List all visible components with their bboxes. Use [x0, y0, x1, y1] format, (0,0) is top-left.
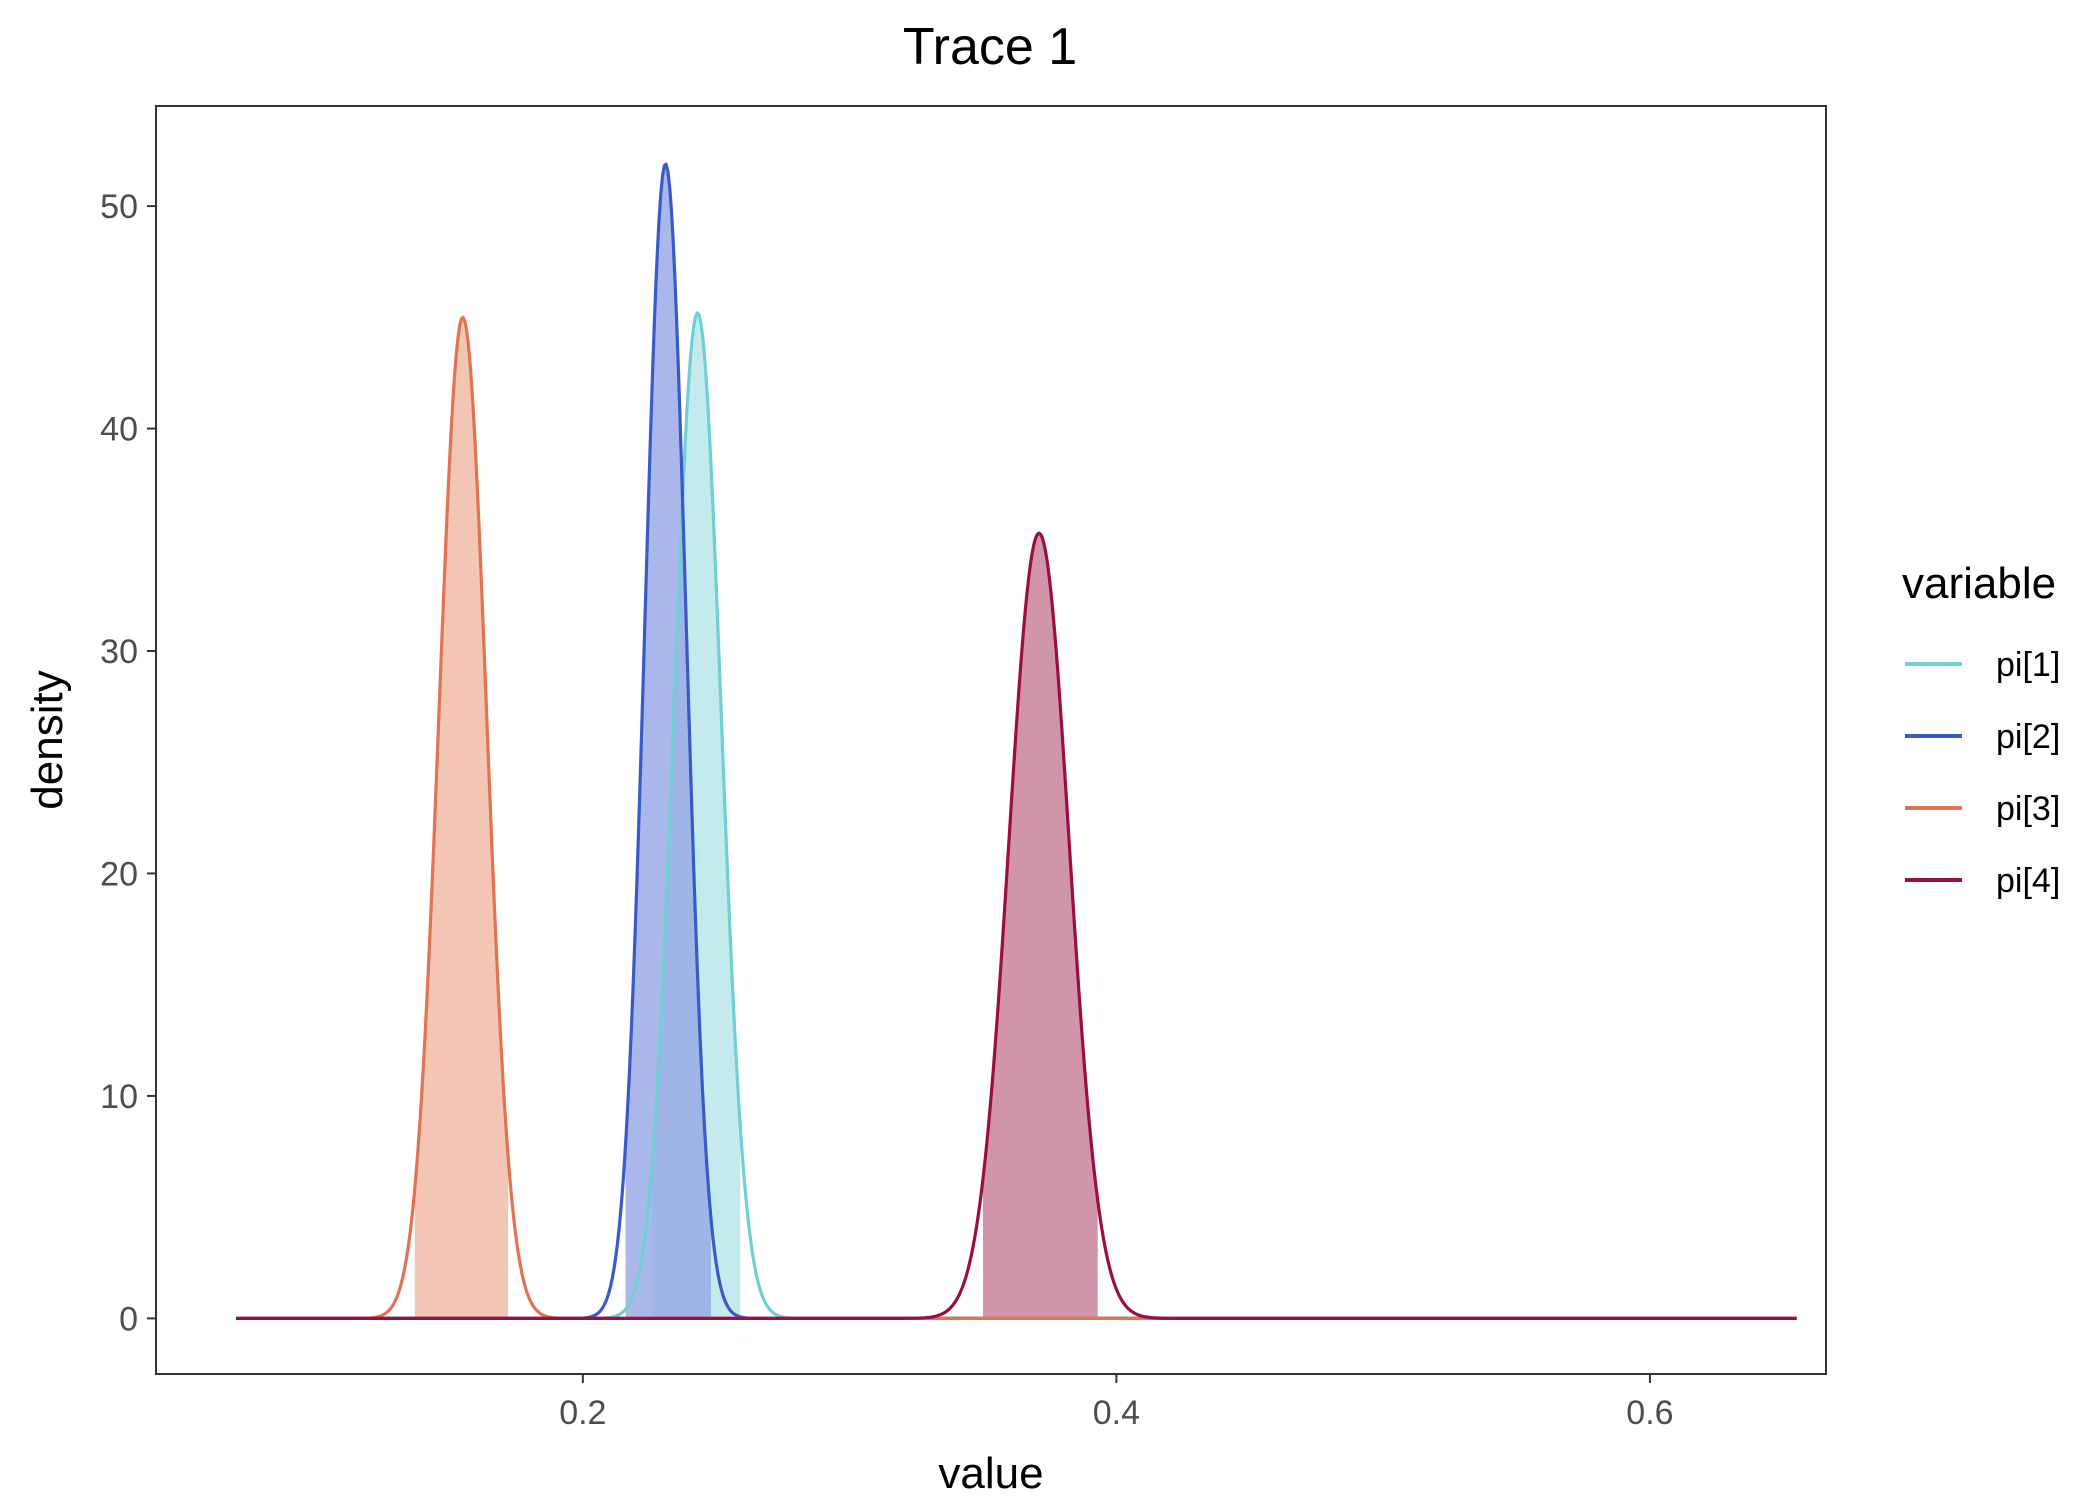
legend-label: pi[1]: [1996, 646, 2060, 684]
y-tick-label: 0: [119, 1300, 138, 1338]
legend-label: pi[4]: [1996, 862, 2060, 900]
legend-item-2: pi[2]: [1905, 718, 2060, 756]
plot-panel-border: [155, 105, 1827, 1375]
legend-label: pi[3]: [1996, 790, 2060, 828]
legend-item-1: pi[1]: [1905, 646, 2060, 684]
y-tick-label: 10: [100, 1078, 138, 1116]
y-tick-label: 50: [100, 188, 138, 226]
x-axis: 0.2 0.4 0.6: [559, 1374, 1674, 1432]
x-axis-title: value: [938, 1449, 1043, 1498]
y-tick-label: 20: [100, 855, 138, 893]
legend-item-3: pi[3]: [1905, 790, 2060, 828]
x-tick-label: 0.2: [559, 1394, 606, 1432]
density-curve-4: [236, 531, 1797, 1320]
legend: variable pi[1] pi[2] pi[3] pi[4]: [1902, 559, 2060, 900]
legend-item-4: pi[4]: [1905, 862, 2060, 900]
shaded-interval-2: [625, 164, 711, 1319]
x-tick-label: 0.6: [1626, 1394, 1673, 1432]
x-tick-label: 0.4: [1093, 1394, 1140, 1432]
shaded-intervals: [414, 164, 1098, 1319]
y-axis-title: density: [23, 670, 72, 809]
y-tick-label: 40: [100, 411, 138, 449]
shaded-interval-4: [982, 533, 1098, 1319]
legend-label: pi[2]: [1996, 718, 2060, 756]
chart-title: Trace 1: [903, 18, 1077, 76]
y-tick-label: 30: [100, 633, 138, 671]
y-axis: 0 10 20 30 40 50: [100, 188, 156, 1338]
legend-title: variable: [1902, 559, 2056, 608]
shaded-interval-3: [414, 317, 509, 1319]
density-curves: [236, 162, 1797, 1320]
